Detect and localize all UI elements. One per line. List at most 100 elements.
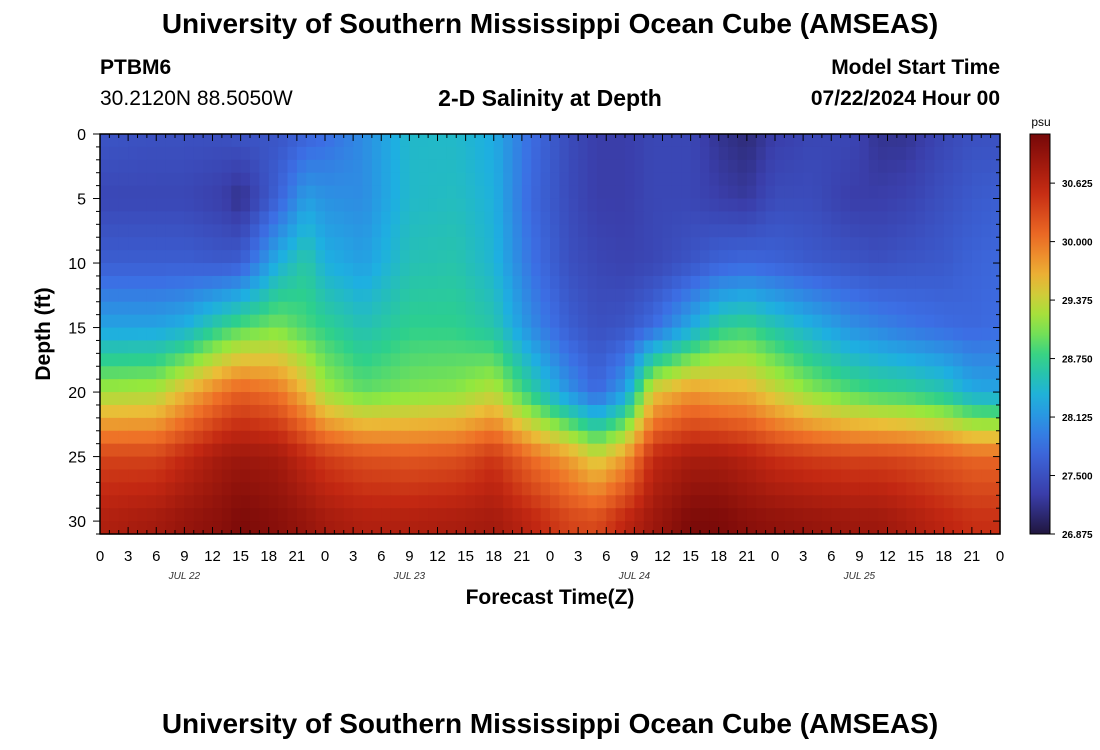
heatmap-cell	[456, 353, 466, 367]
day-label: JUL 22	[168, 571, 201, 582]
heatmap-cell	[484, 199, 494, 213]
heatmap-cell	[503, 340, 513, 354]
heatmap-cell	[344, 521, 354, 535]
heatmap-cell	[588, 379, 598, 393]
heatmap-cell	[738, 340, 748, 354]
heatmap-cell	[559, 366, 569, 380]
heatmap-cell	[991, 495, 1001, 509]
heatmap-cell	[447, 237, 457, 251]
heatmap-cell	[484, 353, 494, 367]
heatmap-cell	[831, 173, 841, 187]
heatmap-cell	[466, 199, 476, 213]
heatmap-cell	[194, 340, 204, 354]
heatmap-cell	[541, 392, 551, 406]
heatmap-cell	[128, 340, 138, 354]
heatmap-cell	[972, 469, 982, 483]
heatmap-cell	[269, 444, 279, 458]
heatmap-cell	[569, 366, 579, 380]
heatmap-cell	[897, 457, 907, 471]
heatmap-cell	[925, 328, 935, 342]
heatmap-cell	[306, 328, 316, 342]
heatmap-cell	[897, 340, 907, 354]
heatmap-cell	[316, 160, 326, 174]
heatmap-cell	[709, 340, 719, 354]
heatmap-cell	[278, 418, 288, 432]
heatmap-cell	[934, 276, 944, 290]
heatmap-cell	[738, 134, 748, 148]
heatmap-cell	[128, 276, 138, 290]
heatmap-cell	[559, 482, 569, 496]
heatmap-cell	[438, 392, 448, 406]
heatmap-cell	[784, 186, 794, 200]
heatmap-cell	[166, 134, 176, 148]
heatmap-cell	[334, 289, 344, 303]
heatmap-cell	[653, 263, 663, 277]
heatmap-cell	[906, 237, 916, 251]
heatmap-cell	[794, 224, 804, 238]
heatmap-cell	[775, 263, 785, 277]
heatmap-cell	[109, 431, 119, 445]
heatmap-cell	[953, 224, 963, 238]
heatmap-cell	[597, 199, 607, 213]
heatmap-cell	[194, 495, 204, 509]
heatmap-cell	[344, 379, 354, 393]
heatmap-cell	[213, 431, 223, 445]
heatmap-cell	[709, 250, 719, 264]
heatmap-cell	[616, 482, 626, 496]
heatmap-cell	[353, 263, 363, 277]
heatmap-cell	[231, 444, 241, 458]
heatmap-cell	[625, 379, 635, 393]
heatmap-cell	[559, 457, 569, 471]
heatmap-cell	[466, 482, 476, 496]
heatmap-cell	[128, 508, 138, 522]
heatmap-cell	[100, 366, 110, 380]
heatmap-cell	[644, 134, 654, 148]
heatmap-cell	[897, 444, 907, 458]
heatmap-cell	[653, 302, 663, 316]
heatmap-cell	[953, 444, 963, 458]
heatmap-cell	[363, 431, 373, 445]
heatmap-cell	[550, 224, 560, 238]
heatmap-cell	[363, 366, 373, 380]
heatmap-cell	[869, 289, 879, 303]
heatmap-cell	[428, 521, 438, 535]
heatmap-cell	[719, 379, 729, 393]
heatmap-cell	[456, 315, 466, 329]
heatmap-cell	[709, 328, 719, 342]
heatmap-cell	[794, 211, 804, 225]
heatmap-cell	[644, 173, 654, 187]
heatmap-cell	[916, 418, 926, 432]
heatmap-cell	[663, 418, 673, 432]
heatmap-cell	[353, 444, 363, 458]
heatmap-cell	[644, 469, 654, 483]
heatmap-cell	[906, 224, 916, 238]
heatmap-cell	[916, 276, 926, 290]
heatmap-cell	[400, 289, 410, 303]
heatmap-cell	[578, 431, 588, 445]
heatmap-cell	[494, 237, 504, 251]
heatmap-cell	[588, 431, 598, 445]
heatmap-cell	[841, 431, 851, 445]
heatmap-cell	[906, 457, 916, 471]
heatmap-cell	[372, 431, 382, 445]
heatmap-cell	[531, 508, 541, 522]
heatmap-cell	[213, 392, 223, 406]
heatmap-cell	[175, 237, 185, 251]
heatmap-cell	[194, 431, 204, 445]
heatmap-cell	[203, 186, 213, 200]
heatmap-cell	[297, 508, 307, 522]
heatmap-cell	[428, 160, 438, 174]
heatmap-cell	[409, 379, 419, 393]
heatmap-cell	[522, 199, 532, 213]
heatmap-cell	[981, 379, 991, 393]
heatmap-cell	[616, 134, 626, 148]
heatmap-cell	[400, 199, 410, 213]
heatmap-cell	[194, 405, 204, 419]
heatmap-cell	[531, 173, 541, 187]
heatmap-cell	[259, 289, 269, 303]
heatmap-cell	[259, 315, 269, 329]
heatmap-cell	[747, 392, 757, 406]
heatmap-cell	[438, 469, 448, 483]
heatmap-cell	[634, 482, 644, 496]
heatmap-cell	[550, 508, 560, 522]
